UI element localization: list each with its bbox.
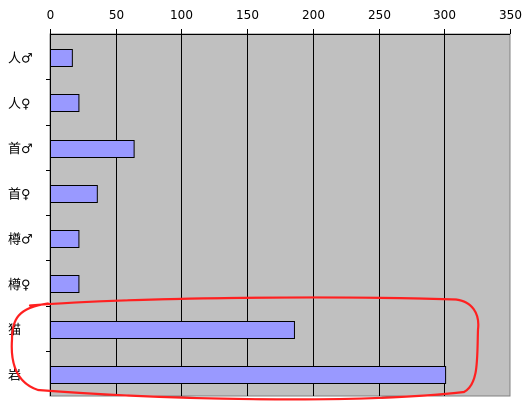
x-tick-label: 100	[170, 8, 193, 22]
plot-background	[49, 33, 511, 397]
x-tick-label: 0	[47, 8, 55, 22]
bar	[50, 49, 73, 67]
bar-group	[50, 49, 447, 384]
category-label: 人♀	[8, 97, 31, 112]
bar	[50, 321, 295, 339]
bar	[50, 366, 447, 384]
category-label: 首♀	[8, 187, 31, 202]
bar	[50, 185, 98, 203]
x-axis-ticks: 0 50 100 150 200 250 300 350	[46, 8, 522, 352]
bar	[50, 230, 80, 248]
x-tick-label: 50	[109, 8, 124, 22]
plot-area	[49, 33, 511, 397]
category-label: 樽♂	[8, 232, 33, 248]
bar	[50, 275, 80, 293]
x-tick-label: 350	[499, 8, 522, 22]
x-tick-label: 150	[236, 8, 259, 22]
x-tick-label: 300	[433, 8, 456, 22]
x-tick-label: 200	[302, 8, 325, 22]
bar	[50, 94, 80, 112]
highlight-outline	[10, 296, 480, 401]
category-label: 首♂	[8, 142, 33, 157]
highlight-annotation	[10, 296, 480, 401]
category-label: 樽♀	[8, 277, 31, 293]
x-tick-label: 250	[368, 8, 391, 22]
bar	[50, 140, 135, 158]
category-label: 人♂	[8, 52, 33, 67]
